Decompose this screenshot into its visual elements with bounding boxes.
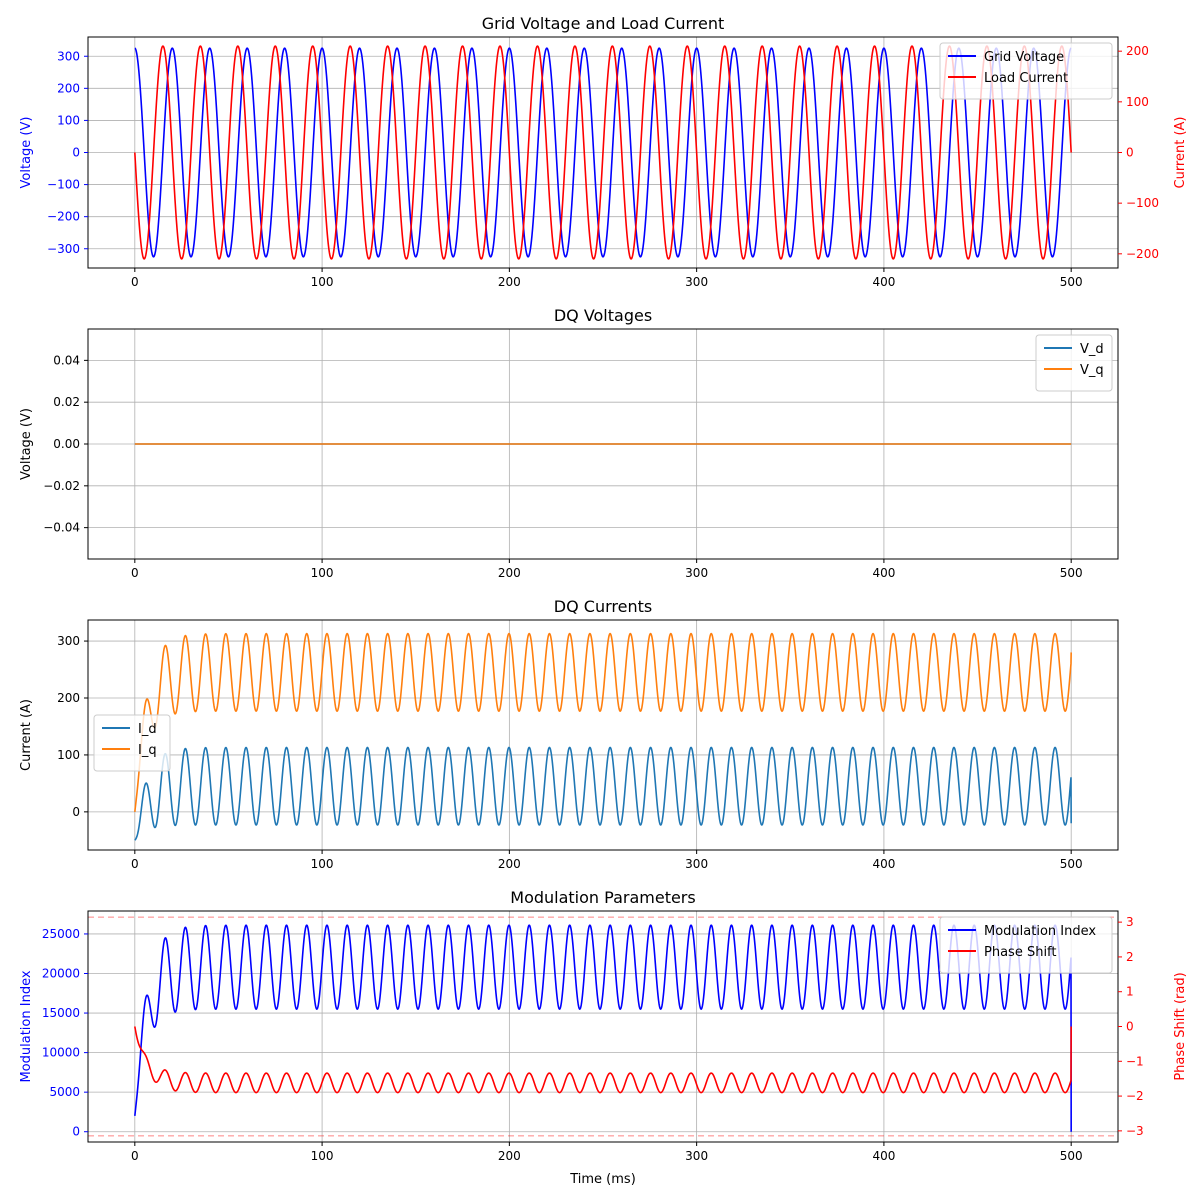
y-axis-label: Current (A) <box>19 699 34 771</box>
y-right-tick-label: −100 <box>1126 196 1159 210</box>
chart-4: 0 100 200 300 400 500050001000015000200002500… <box>19 888 1188 1187</box>
x-tick-label: 300 <box>685 566 708 580</box>
y-axis-label: Voltage (V) <box>19 408 34 480</box>
x-tick-label: 500 <box>1060 275 1083 289</box>
y-tick-label: 0.04 <box>53 353 80 367</box>
x-tick-label: 400 <box>872 566 895 580</box>
y-tick-label: −100 <box>47 178 80 192</box>
y-tick-label: 300 <box>57 634 80 648</box>
chart-1: 0 100 200 300 400 500 −300 −200 −100 0 100 200 300 −2… <box>19 14 1188 289</box>
y-tick-label: −0.02 <box>43 479 80 493</box>
y-tick-label: 0 <box>72 146 80 160</box>
y-right-tick-label: 0 <box>1126 1020 1134 1034</box>
legend-label: Grid Voltage <box>984 50 1064 65</box>
x-tick-label: 100 <box>311 566 334 580</box>
legend-label: Modulation Index <box>984 924 1096 939</box>
y-tick-label: 200 <box>57 81 80 95</box>
legend: Grid Voltage Load Current <box>939 42 1113 100</box>
x-tick-label: 0 <box>131 1149 139 1163</box>
legend: I_d I_q <box>93 714 171 772</box>
y-tick-label: 0 <box>72 805 80 819</box>
chart-title: Modulation Parameters <box>510 888 695 907</box>
x-tick-label: 400 <box>872 1149 895 1163</box>
y-tick-label: 10000 <box>42 1046 80 1060</box>
series-line-modulation-index <box>134 924 1072 1132</box>
y-right-tick-label: 0 <box>1126 146 1134 160</box>
legend-label: I_d <box>138 722 157 737</box>
legend-box <box>93 714 171 772</box>
y-right-tick-label: −3 <box>1126 1124 1144 1138</box>
y-right-tick-label: 200 <box>1126 44 1149 58</box>
x-tick-label: 300 <box>685 857 708 871</box>
y-tick-label: 25000 <box>42 927 80 941</box>
x-tick-label: 200 <box>498 1149 521 1163</box>
y-tick-label: 15000 <box>42 1006 80 1020</box>
x-tick-label: 500 <box>1060 857 1083 871</box>
series-line-phase-shift <box>134 1026 1072 1094</box>
chart-2: 0 100 200 300 400 500 −0.04 −0.02 0.00 0.02 0.04 DQ… <box>19 306 1119 580</box>
y-tick-label: −300 <box>47 242 80 256</box>
y-right-tick-label: 3 <box>1126 915 1134 929</box>
x-tick-label: 500 <box>1060 1149 1083 1163</box>
y-tick-label: −0.04 <box>43 521 80 535</box>
x-tick-label: 0 <box>131 566 139 580</box>
y-right-tick-label: −2 <box>1126 1089 1144 1103</box>
x-tick-label: 200 <box>498 566 521 580</box>
y-right-tick-label: −200 <box>1126 247 1159 261</box>
plot-area <box>134 632 1072 841</box>
y-tick-label: 200 <box>57 691 80 705</box>
x-tick-label: 300 <box>685 1149 708 1163</box>
y-right-tick-label: 100 <box>1126 95 1149 109</box>
legend-box <box>939 42 1113 100</box>
legend: V_d V_q <box>1035 334 1113 392</box>
y-right-tick-label: −1 <box>1126 1054 1144 1068</box>
y-right-tick-label: 1 <box>1126 985 1134 999</box>
legend-label: I_q <box>138 743 157 758</box>
y-tick-label: −200 <box>47 210 80 224</box>
chart-title: Grid Voltage and Load Current <box>482 14 725 33</box>
legend-box <box>939 916 1113 974</box>
y-tick-label: 100 <box>57 113 80 127</box>
x-tick-label: 100 <box>311 275 334 289</box>
chart-title: DQ Currents <box>554 597 652 616</box>
legend-label: Phase Shift <box>984 945 1057 960</box>
legend-label: V_q <box>1080 363 1104 378</box>
series-line-i-d <box>134 746 1072 841</box>
x-tick-label: 500 <box>1060 566 1083 580</box>
x-tick-label: 100 <box>311 857 334 871</box>
series-line-i-q <box>134 632 1072 812</box>
axes-frame <box>87 619 1119 851</box>
x-tick-label: 0 <box>131 857 139 871</box>
series-line-load-current <box>134 45 1072 260</box>
series-line-grid-voltage <box>134 47 1072 258</box>
plot-area <box>134 924 1072 1132</box>
y-tick-label: 100 <box>57 748 80 762</box>
y-tick-label: 0.00 <box>53 437 80 451</box>
y-right-axis-label: Phase Shift (rad) <box>1173 972 1188 1080</box>
y-tick-label: 20000 <box>42 966 80 980</box>
y-tick-label: 0.02 <box>53 395 80 409</box>
y-right-axis-label: Current (A) <box>1173 117 1188 189</box>
chart-title: DQ Voltages <box>554 306 652 325</box>
y-tick-label: 5000 <box>49 1085 80 1099</box>
x-tick-label: 400 <box>872 275 895 289</box>
legend-label: V_d <box>1080 342 1104 357</box>
x-tick-label: 200 <box>498 275 521 289</box>
plot-area <box>134 45 1072 260</box>
legend-label: Load Current <box>984 71 1068 86</box>
y-axis-label: Voltage (V) <box>19 117 34 189</box>
y-tick-label: 0 <box>72 1125 80 1139</box>
chart-3: 0 100 200 300 400 500 0 100 200 300 DQ Currents Cur… <box>19 597 1119 871</box>
x-axis-label: Time (ms) <box>569 1172 636 1187</box>
y-right-tick-label: 2 <box>1126 950 1134 964</box>
legend: Modulation Index Phase Shift <box>939 916 1113 974</box>
y-axis-label: Modulation Index <box>19 970 34 1082</box>
x-tick-label: 0 <box>131 275 139 289</box>
x-tick-label: 400 <box>872 857 895 871</box>
y-tick-label: 300 <box>57 49 80 63</box>
x-tick-label: 300 <box>685 275 708 289</box>
x-tick-label: 100 <box>311 1149 334 1163</box>
x-tick-label: 200 <box>498 857 521 871</box>
